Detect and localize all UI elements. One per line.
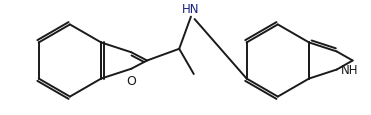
Text: HN: HN <box>182 3 200 16</box>
Text: O: O <box>126 74 136 87</box>
Text: NH: NH <box>341 63 358 76</box>
